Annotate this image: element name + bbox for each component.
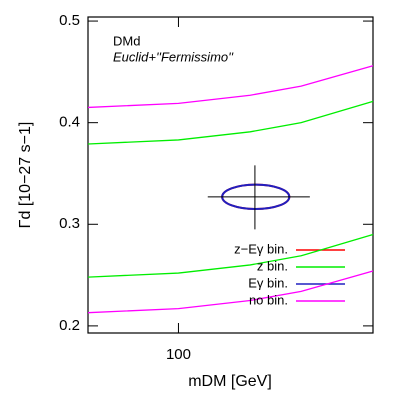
x-tick-label: 100 xyxy=(166,346,191,363)
x-axis-label: mDM [GeV] xyxy=(188,373,272,390)
curve xyxy=(87,233,374,278)
y-tick-label: 0.3 xyxy=(59,215,80,232)
legend-label: z bin. xyxy=(257,258,288,273)
curve xyxy=(87,65,374,109)
y-axis-label: Γd [10−27 s−1] xyxy=(17,122,34,229)
y-tick-label: 0.5 xyxy=(59,12,80,29)
legend-label: z−Eγ bin. xyxy=(234,241,288,256)
legend-label: Eγ bin. xyxy=(248,275,288,290)
annotation: DMd xyxy=(113,33,140,48)
legend-label: no bin. xyxy=(249,292,288,307)
annotation: Euclid+''Fermissimo'' xyxy=(113,49,234,64)
plot-frame xyxy=(87,16,374,334)
curve xyxy=(87,100,374,145)
y-tick-label: 0.2 xyxy=(59,317,80,334)
y-tick-label: 0.4 xyxy=(59,114,80,131)
curve xyxy=(87,270,374,314)
